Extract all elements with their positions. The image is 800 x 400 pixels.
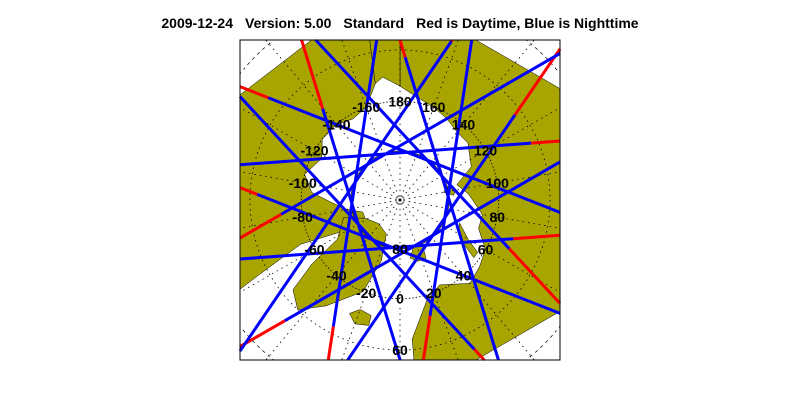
meridian-line: [400, 203, 459, 361]
daytime-track-segment: [326, 326, 335, 361]
plot-title: 2009-12-24 Version: 5.00 Standard Red is Da…: [0, 15, 800, 31]
meridian-line: [341, 39, 400, 197]
meridian-line: [400, 39, 459, 197]
nighttime-track-segment: [284, 160, 561, 322]
meridian-line: [239, 171, 397, 200]
daytime-track-segment: [398, 39, 407, 58]
longitude-label: 80: [489, 209, 505, 225]
legend-label: Red is Daytime, Blue is Nighttime: [416, 15, 639, 31]
nighttime-track-segment: [256, 192, 561, 315]
longitude-label: -140: [323, 116, 351, 132]
nighttime-track-segment: [321, 108, 402, 361]
daytime-track-segment: [531, 139, 561, 145]
nighttime-track-segment: [239, 237, 514, 261]
daytime-track-segment: [239, 212, 282, 240]
nighttime-track-segment: [428, 39, 474, 317]
latitude-label: 80: [392, 241, 408, 257]
longitude-label: -80: [293, 209, 313, 225]
longitude-label: -60: [304, 241, 324, 257]
longitude-label: 20: [426, 285, 442, 301]
longitude-label: -100: [289, 175, 317, 191]
longitude-label: 120: [474, 143, 498, 159]
daytime-track-segment: [473, 348, 486, 362]
longitude-label: 0: [396, 291, 404, 307]
daytime-track-segment: [508, 247, 562, 305]
longitude-label: -160: [352, 99, 380, 115]
landmass-iceland: [349, 309, 372, 326]
orbit-tracks: [238, 38, 562, 362]
nighttime-track-segment: [280, 52, 561, 216]
longitude-label: -40: [326, 268, 346, 284]
meridian-line: [265, 202, 399, 361]
nighttime-track-segment: [314, 38, 511, 250]
meridian-line: [265, 39, 399, 198]
nighttime-track-segment: [267, 96, 561, 214]
daytime-track-segment: [239, 85, 269, 100]
date-label: 2009-12-24: [161, 15, 234, 31]
meridian-line: [403, 200, 561, 229]
daytime-track-segment: [421, 315, 432, 361]
grid-labels: 0 20 40 60 80 100 120 140 160 180 -160-140 -120 -100…: [289, 93, 509, 358]
daytime-track-segment: [513, 48, 562, 116]
meridian-line: [401, 202, 535, 361]
daytime-track-segment: [239, 186, 258, 196]
longitude-label: 60: [478, 241, 494, 257]
daytime-track-segment: [513, 233, 561, 241]
longitude-label: -120: [300, 143, 328, 159]
version-label: Version: 5.00: [245, 15, 332, 31]
longitude-label: 180: [388, 93, 412, 109]
longitude-label: 100: [486, 175, 510, 191]
meridian-line: [401, 39, 535, 198]
map-frame: [239, 39, 561, 361]
longitude-label: 160: [422, 99, 446, 115]
meridian-line: [341, 203, 400, 361]
nighttime-track-segment: [403, 56, 500, 361]
pole-marker: [398, 198, 402, 202]
longitude-label: 40: [456, 268, 472, 284]
longitude-label: -20: [356, 285, 376, 301]
longitude-label: 140: [452, 116, 476, 132]
product-label: Standard: [343, 15, 405, 31]
latitude-label: 60: [392, 342, 408, 358]
daytime-track-segment: [300, 39, 325, 110]
nighttime-track-segment: [239, 141, 532, 167]
landmass-eurasia: [399, 39, 561, 361]
